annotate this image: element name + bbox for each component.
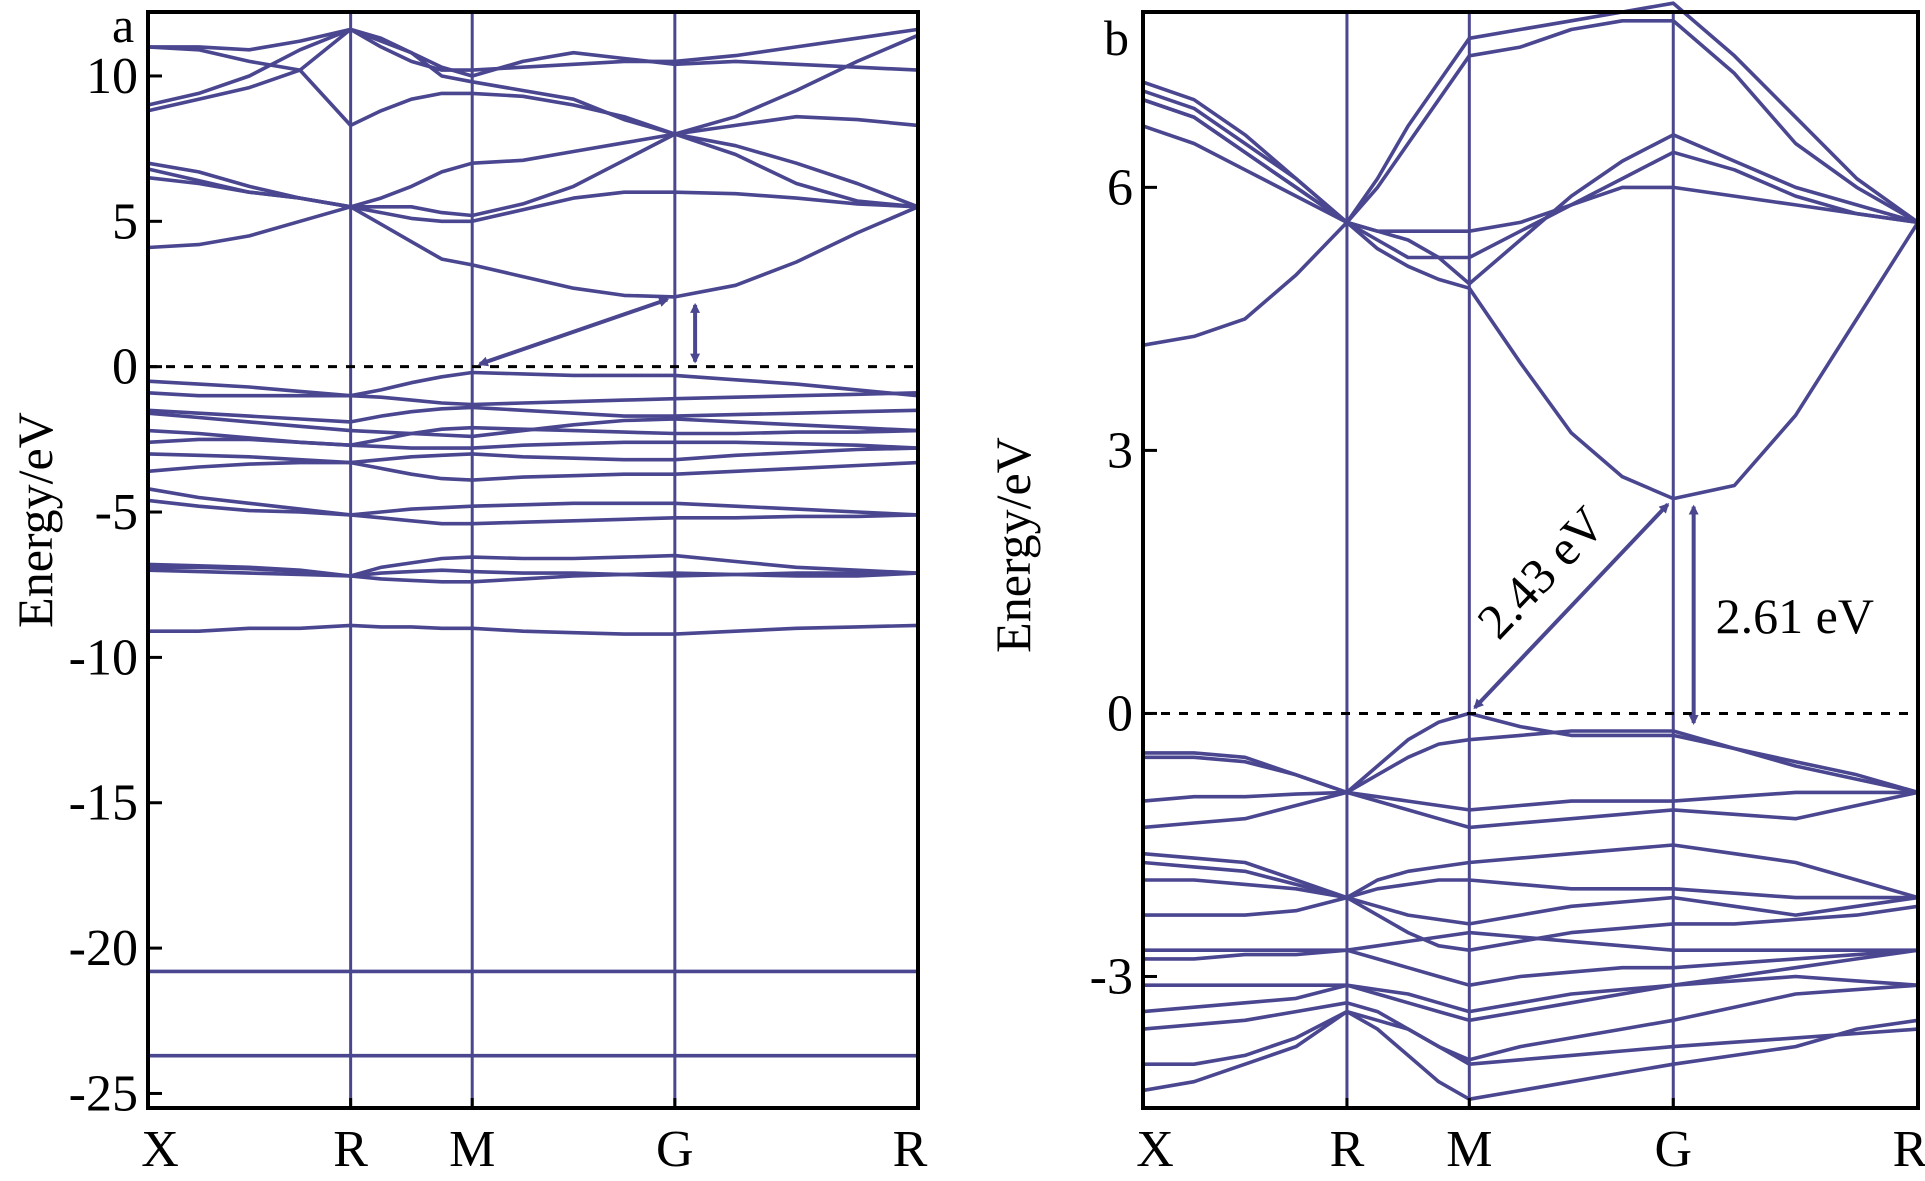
panel-a-band-16	[147, 205, 919, 299]
panel-a-xtick-label-4: R	[893, 1121, 928, 1178]
panel-b-xtick-label-4: R	[1893, 1121, 1925, 1178]
panel-a-band-14	[147, 391, 919, 407]
panel-a-bands	[147, 27, 919, 1058]
panel-a-xtick-label-2: M	[449, 1121, 495, 1178]
panel-a-y-axis-label: Energy/eV	[7, 412, 63, 628]
panel-b-band-10	[1142, 843, 1919, 900]
panel-a-band-13	[147, 405, 919, 424]
panel-b-band-7	[1143, 895, 1919, 953]
panel-b-band-18	[1142, 97, 1919, 286]
panel-b-band-15	[1142, 220, 1920, 501]
panel-b-gap-arrows: 2.43 eV 2.61 eV	[1466, 496, 1874, 725]
panel-b-xtick-label-1: R	[1330, 1121, 1365, 1178]
panel-a: 10 5 0 -5 -10 -15 -20 -25 X R M G R Energy/eV a	[7, 0, 928, 1178]
panel-b-ytick-label-0: 6	[1107, 159, 1133, 216]
panel-b-xtick-label-2: M	[1446, 1121, 1492, 1178]
panel-b-indirect-gap-arrow-0	[1473, 502, 1670, 710]
panel-a-ytick-label-5: -15	[69, 775, 138, 832]
panel-b-y-axis-label: Energy/eV	[985, 437, 1041, 653]
panel-b-xtick-label-0: X	[1136, 1121, 1174, 1178]
panel-b-band-12	[1142, 790, 1918, 812]
panel-b-indirect-gap-label: 2.43 eV	[1466, 496, 1616, 649]
panel-a-xtick-label-3: G	[656, 1121, 694, 1178]
panel-a-y-axis-ticks: 10 5 0 -5 -10 -15 -20 -25	[69, 48, 162, 1122]
panel-a-label: a	[112, 0, 134, 53]
panel-b-ytick-label-1: 3	[1107, 422, 1133, 479]
panel-b-label: b	[1104, 10, 1129, 66]
panel-a-band-2	[148, 623, 919, 636]
panel-b-ytick-label-2: 0	[1107, 685, 1133, 742]
panel-a-ytick-label-0: 10	[86, 48, 138, 105]
panel-a-xtick-label-1: R	[333, 1121, 368, 1178]
panel-b-direct-gap-label: 2.61 eV	[1716, 588, 1874, 644]
panel-a-band-9	[147, 446, 919, 465]
panel-a-ytick-label-1: 5	[112, 193, 138, 250]
panel-a-kpoint-lines	[349, 12, 677, 1108]
panel-a-gap-arrows	[477, 297, 701, 367]
panel-a-plot-frame	[146, 10, 920, 1110]
panel-a-ytick-label-3: -5	[95, 484, 138, 541]
panel-a-ytick-label-7: -25	[69, 1065, 138, 1122]
panel-b-ytick-label-3: -3	[1090, 948, 1133, 1005]
panel-b-y-axis-ticks: 6 3 0 -3	[1090, 159, 1157, 1005]
panel-b-kpoint-lines	[1345, 12, 1675, 1108]
panel-a-band-8	[147, 460, 919, 482]
panel-a-indirect-gap-arrow-0	[477, 297, 670, 367]
panel-a-band-18	[147, 132, 919, 218]
panel-b: 2.43 eV 2.61 eV 6 3 0 -3 X R M G R Energy/eV b	[985, 1, 1925, 1178]
panel-b-band-14	[1143, 711, 1919, 795]
panel-b-band-16	[1142, 124, 1919, 233]
panel-a-band-23	[147, 132, 919, 209]
panel-a-ytick-label-4: -10	[69, 629, 138, 686]
panel-b-xtick-label-3: G	[1654, 1121, 1692, 1178]
panel-a-ytick-label-2: 0	[112, 339, 138, 396]
panel-a-band-15	[147, 370, 919, 398]
panel-a-ytick-label-6: -20	[69, 920, 138, 977]
panel-b-plot-frame	[1141, 10, 1920, 1110]
panel-a-xtick-label-0: X	[141, 1121, 179, 1178]
panel-b-band-0	[1142, 1009, 1919, 1101]
